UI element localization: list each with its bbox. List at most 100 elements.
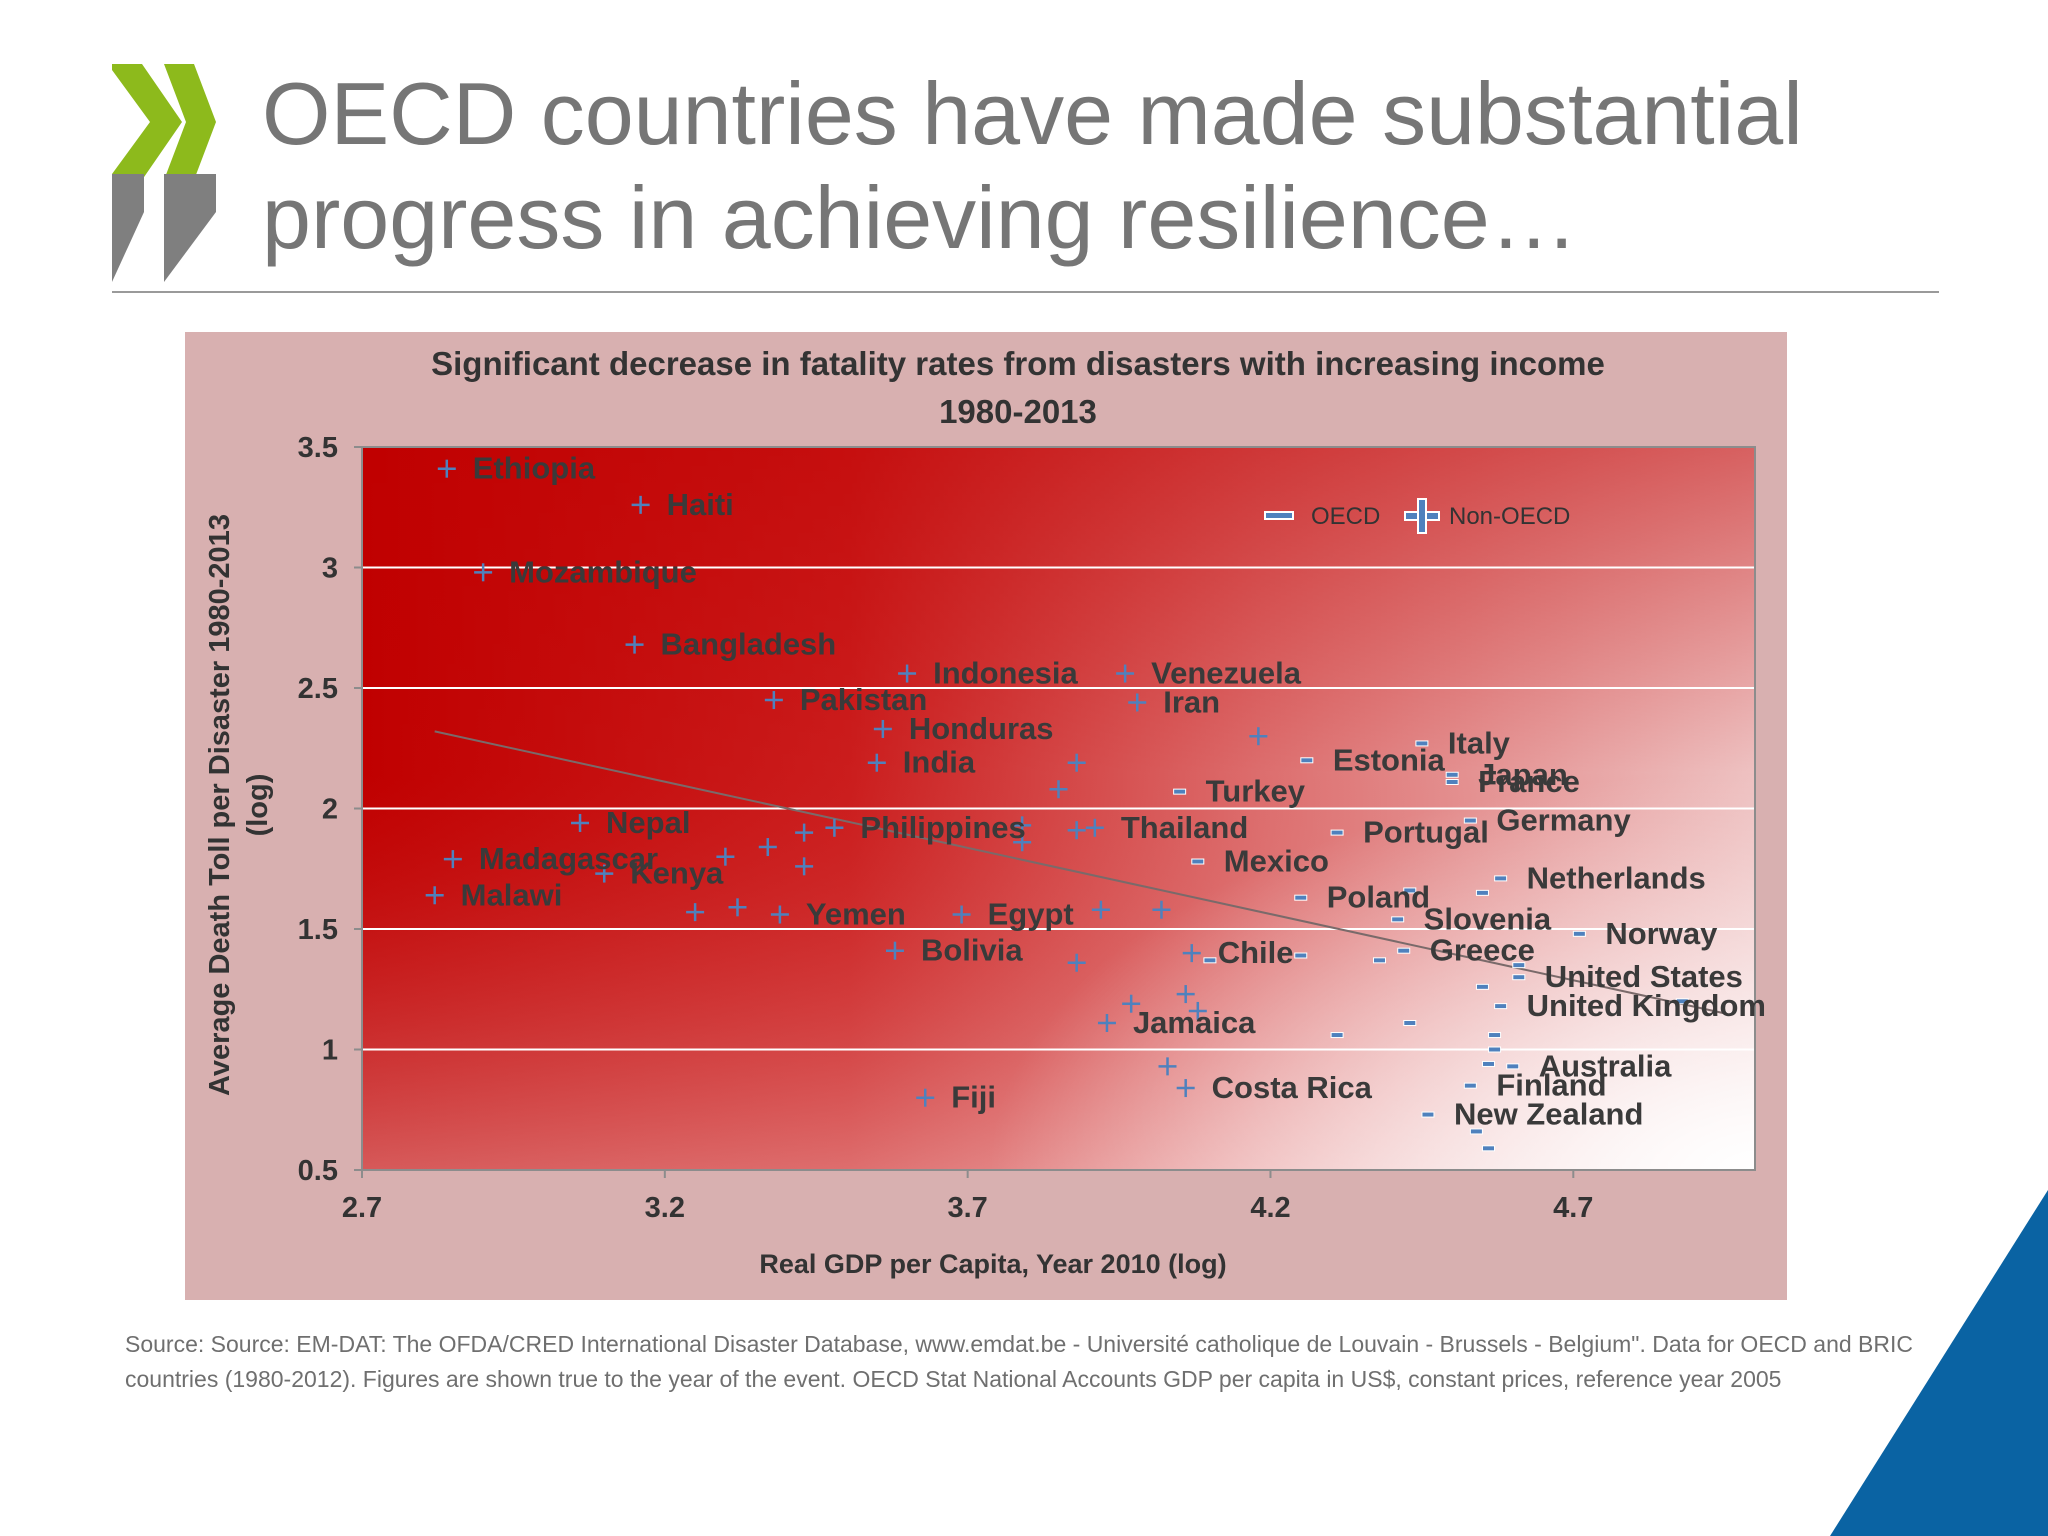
point-label: Estonia [1333,742,1446,777]
marker-non-oecd [425,886,444,905]
x-axis-ticks: 2.7 3.2 3.7 4.2 4.7 [342,1170,1593,1224]
point-label: Germany [1496,803,1631,838]
marker-non-oecd [1013,816,1032,835]
marker-non-oecd [716,847,735,866]
legend: OECD Non-OECD [1264,498,1570,534]
point-label: Madagascar [479,841,658,876]
marker-oecd [1173,788,1187,795]
marker-non-oecd [1067,821,1086,840]
point-label: Japan [1478,757,1568,792]
point-label: Pakistan [800,682,928,717]
marker-non-oecd [1091,900,1110,919]
marker-non-oecd [1176,985,1195,1004]
marker-oecd [1445,771,1459,778]
y-axis-label-line2: (log) [242,774,274,837]
y-axis-label-line1: Average Death Toll per Disaster 1980-201… [204,514,236,1096]
legend-nonoecd-marker [1404,498,1440,534]
marker-oecd [1494,875,1508,882]
point-label: Honduras [909,711,1054,746]
marker-oecd [1294,952,1308,959]
y-tick-label: 3 [322,553,338,585]
point-label: Haiti [667,487,734,522]
point-label: Mozambique [509,554,697,589]
point-label: Jamaica [1133,1005,1256,1040]
marker-non-oecd [595,864,614,883]
marker-oecd [1512,962,1526,969]
marker-oecd [1300,757,1314,764]
marker-oecd [1294,894,1308,901]
y-tick-label: 1.5 [298,914,338,946]
point-label: Netherlands [1527,860,1706,895]
point-label: Portugal [1363,815,1489,850]
point-label: Thailand [1121,810,1248,845]
slide-title: OECD countries have made substantial pro… [262,62,1962,270]
y-tick-label: 0.5 [298,1155,338,1187]
slide-title-line1: OECD countries have made substantial [262,64,1803,163]
x-tick-label: 4.7 [1553,1192,1593,1224]
y-axis-ticks: 0.5 1 1.5 2 2.5 3 3.5 [298,432,362,1187]
marker-non-oecd [1067,953,1086,972]
marker-oecd [1203,957,1217,964]
point-label: Yemen [806,897,906,932]
marker-non-oecd [1188,1001,1207,1020]
y-tick-label: 1 [322,1035,338,1067]
point-label: Poland [1327,880,1430,915]
marker-oecd [1506,1063,1520,1070]
point-label: Turkey [1206,774,1306,809]
marker-oecd [1469,1128,1483,1135]
point-label: Egypt [988,897,1074,932]
point-label: Finland [1496,1068,1606,1103]
slide-title-line2: progress in achieving resilience… [262,168,1578,267]
marker-non-oecd [443,850,462,869]
marker-non-oecd [571,813,590,832]
fatality-scatter-chart: Significant decrease in fatality rates f… [185,332,1787,1300]
marker-non-oecd [1182,944,1201,963]
oecd-logo-chevrons [112,64,216,282]
legend-oecd-label: OECD [1311,503,1380,530]
marker-oecd [1494,1003,1508,1010]
source-note: Source: Source: EM-DAT: The OFDA/CRED In… [125,1331,1913,1392]
marker-oecd [1572,930,1586,937]
marker-non-oecd [795,857,814,876]
point-label: Bangladesh [661,627,837,662]
logo-green-chevron-right [164,64,216,180]
data-markers [425,459,1689,1152]
marker-oecd [1488,1032,1502,1039]
x-tick-label: 3.7 [947,1192,987,1224]
point-label: Slovenia [1424,901,1552,936]
marker-oecd [1488,1046,1502,1053]
marker-oecd [1330,829,1344,836]
x-tick-label: 3.2 [645,1192,685,1224]
marker-non-oecd [1049,780,1068,799]
marker-oecd [1475,983,1489,990]
corner-accent-triangle [1830,1190,2048,1536]
y-tick-label: 2 [322,794,338,826]
point-label: Kenya [630,856,724,891]
point-label: Indonesia [933,656,1078,691]
point-label: Chile [1218,935,1294,970]
point-label: Mexico [1224,844,1329,879]
chart-title: Significant decrease in fatality rates f… [431,345,1605,382]
logo-grey-chevron-right [164,174,216,282]
point-label: United States [1545,959,1743,994]
point-label: Norway [1605,916,1718,951]
x-tick-label: 2.7 [342,1192,382,1224]
marker-non-oecd [1249,727,1268,746]
marker-non-oecd [1067,753,1086,772]
marker-oecd [1403,887,1417,894]
marker-non-oecd [1158,1057,1177,1076]
point-label: Bolivia [921,933,1023,968]
marker-oecd [1463,1082,1477,1089]
marker-oecd [1421,1111,1435,1118]
marker-non-oecd [1085,818,1104,837]
marker-non-oecd [898,664,917,683]
point-labels: Ethiopia Haiti Mozambique Bangladesh Indones… [461,451,1766,1132]
marker-non-oecd [728,898,747,917]
marker-oecd [1445,778,1459,785]
marker-oecd [1391,916,1405,923]
logo-grey-chevron-left [112,174,144,282]
marker-oecd [1330,1032,1344,1039]
marker-non-oecd [1097,1013,1116,1032]
marker-non-oecd [952,905,971,924]
marker-non-oecd [474,563,493,582]
